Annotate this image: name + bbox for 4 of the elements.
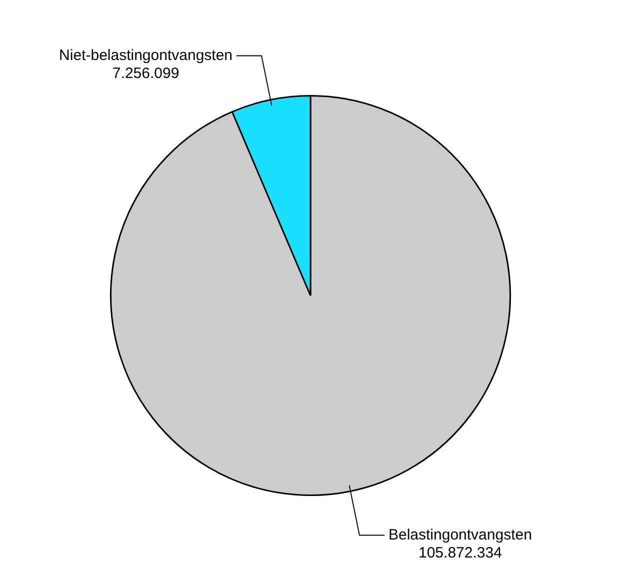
- slice-label: Belastingontvangsten: [388, 526, 532, 544]
- slice-label: Niet-belastingontvangsten: [59, 46, 233, 64]
- data-label: 105.872.334: [418, 544, 502, 562]
- data-label: 7.256.099: [112, 64, 180, 82]
